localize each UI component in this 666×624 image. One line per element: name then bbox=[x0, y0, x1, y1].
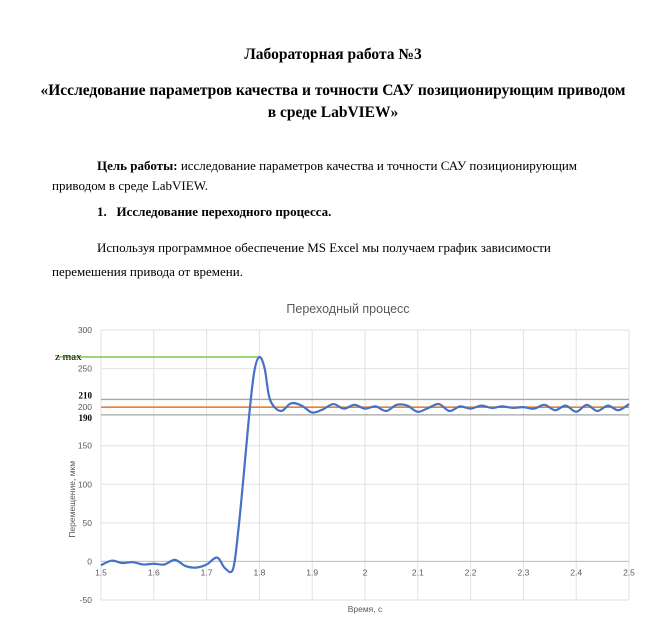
x-tick-label: 2.2 bbox=[465, 567, 477, 577]
band-upper-label: 210 bbox=[79, 390, 93, 400]
y-axis-label: Перемещение, мкм bbox=[67, 461, 77, 538]
x-axis-label: Время, с bbox=[348, 604, 383, 614]
x-tick-label: 1.5 bbox=[95, 567, 107, 577]
y-tick-label: 100 bbox=[78, 479, 92, 489]
x-tick-label: 1.9 bbox=[306, 567, 318, 577]
y-tick-label: 50 bbox=[83, 518, 93, 528]
goal-label: Цель работы: bbox=[97, 158, 178, 173]
band-lower-label: 190 bbox=[79, 413, 93, 423]
y-tick-label: 200 bbox=[78, 402, 92, 412]
goal-text-line1: исследование параметров качества и точно… bbox=[177, 158, 578, 173]
y-tick-label: 150 bbox=[78, 441, 92, 451]
section-number: 1. bbox=[97, 204, 107, 219]
body-paragraph-line1: Используя программное обеспечение MS Exc… bbox=[97, 240, 551, 255]
body-paragraph-line2: перемешения привода от времени. bbox=[52, 264, 243, 279]
series-line bbox=[100, 355, 630, 574]
section-title: Исследование переходного процесса. bbox=[116, 204, 332, 219]
x-tick-label: 1.6 bbox=[148, 567, 160, 577]
section-heading: 1. Исследование переходного процесса. bbox=[97, 204, 331, 220]
chart-title: Переходный процесс bbox=[286, 302, 409, 316]
x-tick-label: 1.8 bbox=[253, 567, 265, 577]
goal-text-line2: приводом в среде LabVIEW. bbox=[52, 178, 209, 193]
x-tick-label: 2.1 bbox=[412, 567, 424, 577]
y-tick-label: -50 bbox=[80, 595, 93, 605]
x-tick-label: 2.3 bbox=[517, 567, 529, 577]
y-tick-label: 0 bbox=[87, 556, 92, 566]
x-tick-label: 1.7 bbox=[201, 567, 213, 577]
goal-paragraph: Цель работы: исследование параметров кач… bbox=[97, 156, 638, 176]
y-tick-label: 300 bbox=[78, 325, 92, 335]
document-subtitle: «Исследование параметров качества и точн… bbox=[40, 82, 626, 121]
zmax-label: z max bbox=[55, 351, 82, 363]
y-tick-label: 250 bbox=[78, 364, 92, 374]
document-title: Лабораторная работа №3 bbox=[244, 46, 422, 63]
x-tick-label: 2.4 bbox=[570, 567, 582, 577]
x-tick-label: 2.5 bbox=[623, 567, 635, 577]
x-tick-label: 2 bbox=[363, 567, 368, 577]
